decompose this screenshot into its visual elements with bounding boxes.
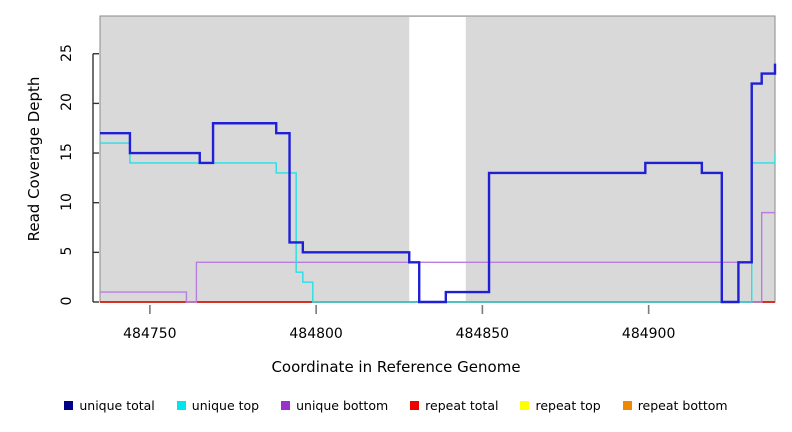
legend-item-unique-bottom[interactable]: unique bottom xyxy=(281,398,388,413)
gap-region xyxy=(409,17,466,302)
legend-swatch-icon xyxy=(64,401,74,410)
legend-swatch-icon xyxy=(410,401,420,410)
legend-item-unique-top[interactable]: unique top xyxy=(176,398,260,413)
legend-swatch-icon xyxy=(281,401,291,410)
legend-label: repeat top xyxy=(535,398,601,413)
legend-label: unique total xyxy=(79,398,155,413)
x-tick-label: 484900 xyxy=(621,326,676,342)
x-tick-label: 484850 xyxy=(455,326,510,342)
x-axis-label: Coordinate in Reference Genome xyxy=(271,358,521,376)
legend-item-unique-total[interactable]: unique total xyxy=(64,398,155,413)
legend-label: unique bottom xyxy=(296,398,389,413)
legend-swatch-icon xyxy=(176,401,186,410)
legend-item-repeat-bottom[interactable]: repeat bottom xyxy=(622,398,728,413)
legend-label: repeat total xyxy=(425,398,499,413)
series-line-unique-bottom xyxy=(100,211,775,303)
legend-swatch-icon xyxy=(622,401,632,410)
x-tick-label: 484750 xyxy=(123,326,177,342)
legend-label: repeat bottom xyxy=(637,398,728,413)
chart-legend: unique total unique top unique bottom repea… xyxy=(0,398,792,413)
legend-item-repeat-top[interactable]: repeat top xyxy=(520,398,601,413)
series-line-unique-total xyxy=(100,63,777,304)
x-tick-label: 484800 xyxy=(289,326,343,342)
legend-swatch-icon xyxy=(520,401,530,410)
legend-label: unique top xyxy=(191,398,260,413)
legend-item-repeat-total[interactable]: repeat total xyxy=(410,398,498,413)
